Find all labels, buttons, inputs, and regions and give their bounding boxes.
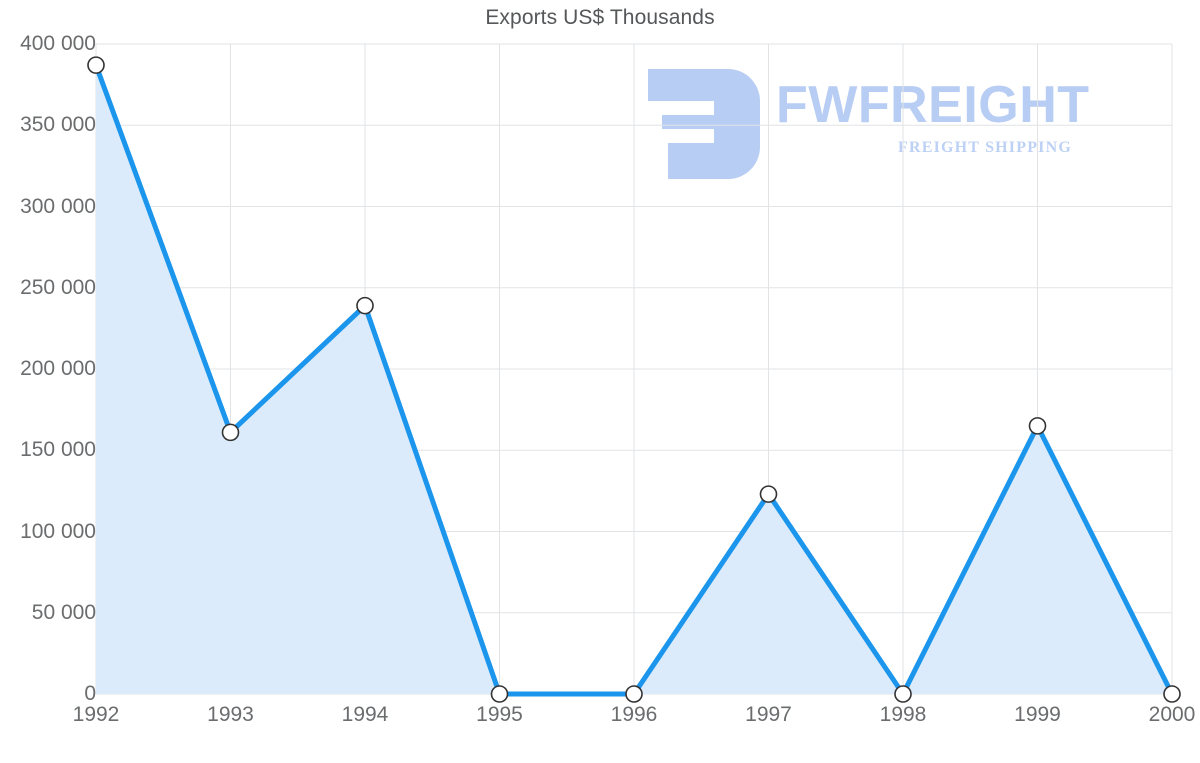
y-axis-tick-label: 350 000 (20, 113, 96, 137)
data-point-marker (356, 296, 374, 315)
data-point-marker (490, 685, 509, 703)
y-axis-tick-label: 50 000 (31, 600, 96, 624)
x-axis-tick-label: 1996 (610, 703, 658, 726)
x-axis-tick-label: 1995 (476, 703, 523, 726)
x-axis-tick-label: 1994 (341, 703, 389, 726)
x-axis-tick-label: 1992 (72, 703, 120, 726)
data-point-marker (894, 685, 912, 703)
x-axis-tick-label: 1993 (207, 703, 254, 726)
x-axis-tick-label: 1997 (745, 703, 792, 726)
y-axis-tick-label: 250 000 (20, 275, 96, 299)
area-fill (96, 65, 1172, 694)
x-axis-tick-label: 1999 (1014, 703, 1061, 726)
y-axis-tick-label: 150 000 (20, 438, 96, 462)
data-point-marker (1163, 685, 1181, 703)
y-axis-tick-label: 300 000 (20, 194, 96, 218)
x-axis-tick-label: 1998 (879, 703, 927, 726)
y-axis-tick-label: 400 000 (20, 32, 96, 55)
data-markers (87, 56, 1181, 703)
data-point-marker (87, 56, 105, 74)
data-point-marker (221, 423, 240, 442)
y-axis-tick-label: 100 000 (20, 519, 96, 543)
y-axis-tick-label: 0 (84, 682, 96, 705)
chart-title: Exports US$ Thousands (485, 6, 715, 29)
y-axis-tick-label: 200 000 (20, 357, 96, 380)
data-point-marker (1028, 417, 1047, 435)
data-point-marker (625, 685, 643, 703)
data-point-marker (759, 485, 778, 503)
x-axis-tick-label: 2000 (1148, 703, 1196, 726)
